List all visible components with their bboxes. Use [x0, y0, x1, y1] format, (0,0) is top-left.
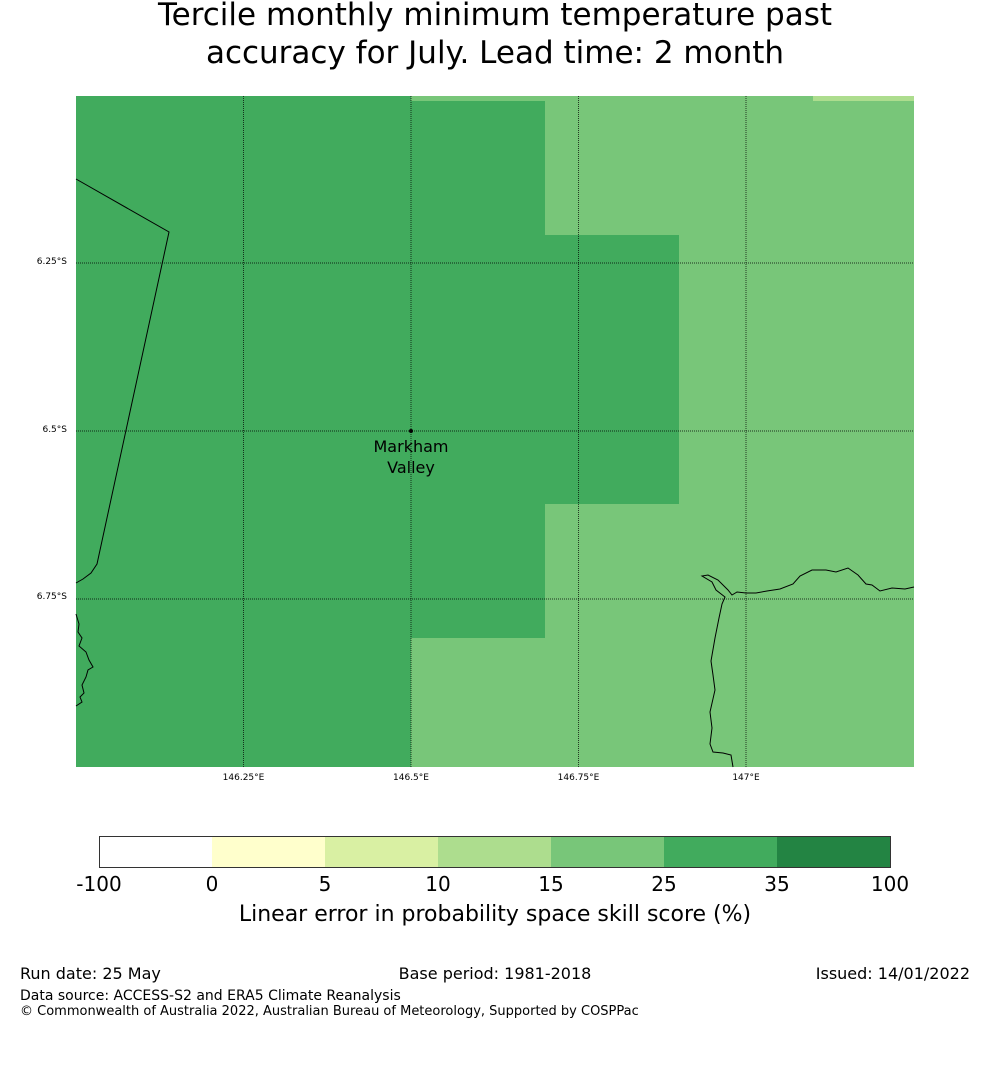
place-marker — [409, 429, 413, 433]
base-period: Base period: 1981-2018 — [398, 964, 592, 983]
lon-tick-label: 146.75°E — [557, 773, 600, 783]
coastline-east — [700, 567, 915, 768]
colorbar-swatch — [99, 836, 213, 868]
colorbar-tick-label: 10 — [425, 872, 451, 896]
colorbar-tick-label: 0 — [205, 872, 219, 896]
colorbar-tick-label: 25 — [651, 872, 677, 896]
colorbar-title: Linear error in probability space skill … — [238, 902, 752, 927]
run-date: Run date: 25 May — [20, 964, 161, 983]
colorbar-tick-label: 5 — [318, 872, 332, 896]
data-source: Data source: ACCESS-S2 and ERA5 Climate … — [20, 988, 401, 1004]
colorbar-tick-label: 15 — [538, 872, 564, 896]
skill-region-low — [813, 96, 914, 101]
colorbar-swatch — [212, 836, 326, 868]
place-label-line-2: Valley — [387, 458, 435, 477]
coastline-west — [75, 613, 94, 707]
lat-tick-label: 6.25°S — [36, 257, 67, 267]
colorbar-swatch — [664, 836, 778, 868]
colorbar-swatch — [777, 836, 891, 868]
colorbar-swatch — [438, 836, 552, 868]
colorbar-tick-label: 100 — [870, 872, 910, 896]
colorbar-swatch — [551, 836, 665, 868]
province-boundary-line — [75, 178, 170, 584]
map-title-line-2: accuracy for July. Lead time: 2 month — [205, 35, 785, 71]
place-label: Markham Valley — [351, 436, 471, 478]
lat-tick-label: 6.5°S — [42, 425, 67, 435]
place-label-line-1: Markham — [373, 437, 449, 456]
copyright: © Commonwealth of Australia 2022, Austra… — [20, 1004, 639, 1019]
lon-tick-label: 146.5°E — [393, 773, 429, 783]
issued-date: Issued: 14/01/2022 — [815, 964, 970, 983]
map-title-line-1: Tercile monthly minimum temperature past — [157, 0, 833, 33]
lat-tick-label: 6.75°S — [36, 592, 67, 602]
lon-tick-label: 147°E — [732, 773, 760, 783]
colorbar-swatch — [325, 836, 439, 868]
colorbar-tick-label: -100 — [76, 872, 122, 896]
colorbar-tick-label: 35 — [764, 872, 790, 896]
graticule — [76, 96, 914, 767]
lon-tick-label: 146.25°E — [222, 773, 265, 783]
